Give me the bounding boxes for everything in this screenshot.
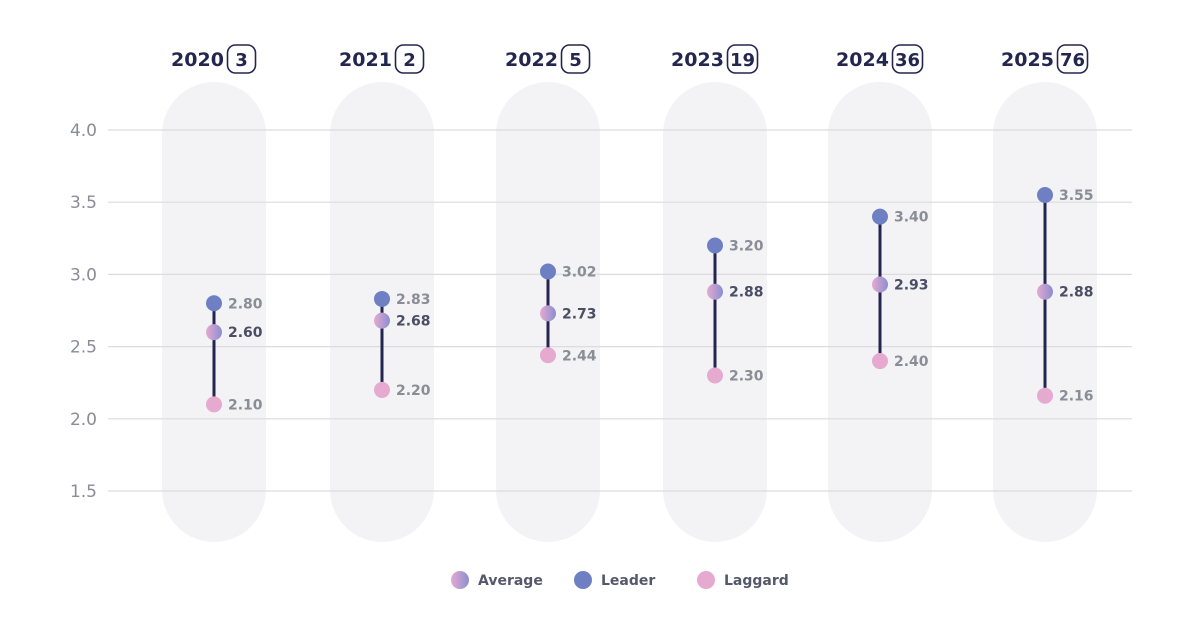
year-label: 2021: [339, 49, 392, 71]
leader-point: [374, 290, 390, 307]
average-point: [707, 283, 723, 300]
y-tick-label: 1.5: [70, 482, 97, 502]
legend-average-marker: [451, 571, 469, 589]
count-label: 36: [895, 50, 920, 71]
laggard-value-label: 2.20: [396, 383, 431, 399]
average-value-label: 2.93: [894, 278, 929, 294]
year-label: 2024: [836, 49, 889, 71]
average-point: [540, 305, 556, 322]
laggard-point: [707, 367, 723, 384]
count-label: 5: [569, 50, 582, 71]
year-label: 2022: [505, 49, 558, 71]
laggard-value-label: 2.40: [894, 354, 929, 370]
count-badge: [394, 44, 425, 74]
laggard-value-label: 2.30: [729, 368, 764, 384]
y-tick-label: 2.0: [70, 410, 97, 430]
count-label: 2: [403, 50, 416, 71]
y-tick-label: 3.0: [70, 265, 97, 285]
legend: Average Leader Laggard: [451, 571, 789, 589]
laggard-point: [1037, 387, 1053, 404]
laggard-value-label: 2.16: [1059, 389, 1094, 405]
legend-average-label: Average: [478, 573, 543, 589]
average-value-label: 2.73: [562, 306, 597, 322]
count-badge: [1056, 44, 1089, 74]
leader-point: [540, 263, 556, 280]
count-label: 3: [235, 50, 248, 71]
average-value-label: 2.60: [228, 325, 263, 341]
average-value-label: 2.68: [396, 314, 431, 330]
leader-value-label: 2.80: [228, 296, 263, 312]
average-value-label: 2.88: [1059, 285, 1094, 301]
data-marks: 2.80 2.60 2.10 2.83 2.68 2.20 3.02 2.73 2.44 3.20…: [206, 186, 1094, 413]
column-bands: [162, 82, 1097, 542]
legend-laggard-label: Laggard: [724, 573, 789, 589]
y-axis: 4.0 3.5 3.0 2.5 2.0 1.5: [70, 121, 97, 502]
laggard-point: [206, 396, 222, 413]
leader-point: [707, 237, 723, 254]
average-point: [1037, 283, 1053, 300]
laggard-value-label: 2.10: [228, 397, 263, 413]
leader-point: [206, 295, 222, 312]
leader-value-label: 3.20: [729, 239, 764, 255]
legend-laggard-marker: [697, 571, 715, 589]
y-tick-label: 2.5: [70, 338, 97, 358]
count-badge: [891, 44, 924, 74]
count-label: 76: [1060, 50, 1085, 71]
count-badge: [726, 44, 759, 74]
y-tick-label: 3.5: [70, 193, 97, 213]
average-value-label: 2.88: [729, 285, 764, 301]
laggard-point: [872, 353, 888, 370]
laggard-point: [374, 381, 390, 398]
year-label: 2020: [171, 49, 224, 71]
count-label: 19: [730, 50, 755, 71]
year-headers: 2020 3 2021 2 2022 5 2023 19 2024 36 2025 76: [171, 44, 1089, 74]
count-badge: [560, 44, 591, 74]
count-badge: [226, 44, 257, 74]
leader-value-label: 2.83: [396, 292, 431, 308]
gridlines: [108, 129, 1132, 492]
average-point: [872, 276, 888, 293]
leader-point: [1037, 186, 1053, 203]
leader-value-label: 3.55: [1059, 188, 1094, 204]
average-point: [206, 324, 222, 341]
laggard-point: [540, 347, 556, 364]
year-label: 2023: [671, 49, 724, 71]
average-point: [374, 312, 390, 329]
leader-value-label: 3.02: [562, 265, 597, 281]
leader-value-label: 3.40: [894, 210, 929, 226]
laggard-value-label: 2.44: [562, 348, 597, 364]
legend-leader-marker: [574, 571, 592, 589]
leader-point: [872, 208, 888, 225]
legend-leader-label: Leader: [601, 573, 655, 589]
year-label: 2025: [1001, 49, 1054, 71]
y-tick-label: 4.0: [70, 121, 97, 141]
